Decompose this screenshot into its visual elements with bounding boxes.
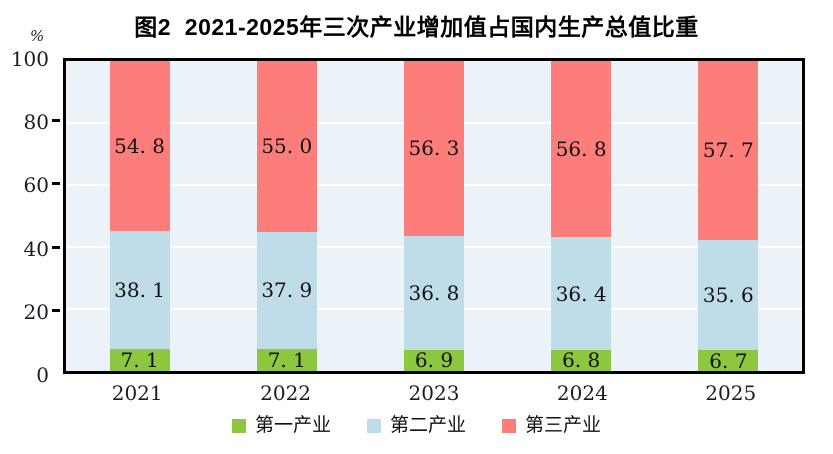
legend: 第一产业 第二产业 第三产业 bbox=[0, 416, 833, 435]
legend-swatch-icon bbox=[231, 418, 246, 433]
y-tick-label-80: 80 bbox=[23, 110, 49, 135]
bar-2021: 54. 8 38. 1 7. 1 bbox=[109, 61, 170, 372]
bar-segment-2022-第一产业: 7. 1 bbox=[256, 348, 317, 372]
legend-label: 第二产业 bbox=[389, 414, 466, 436]
bar-segment-2024-第一产业: 6. 8 bbox=[551, 348, 612, 373]
y-axis-unit-label: % bbox=[30, 27, 45, 45]
segment-value-label: 57. 7 bbox=[702, 138, 754, 163]
bar-segment-2024-第二产业: 36. 4 bbox=[551, 237, 612, 350]
x-tick-label-2025: 2025 bbox=[705, 381, 757, 405]
segment-value-label: 38. 1 bbox=[114, 277, 166, 302]
bar-2025: 57. 7 35. 6 6. 7 bbox=[698, 61, 759, 373]
plot-area: 54. 8 38. 1 7. 1 55. 0 37. 9 7. 1 56. 3 36. 8 6.… bbox=[63, 58, 805, 374]
y-axis: 0 20 40 60 80 100 bbox=[0, 49, 63, 385]
segment-value-label: 36. 8 bbox=[408, 280, 460, 305]
segment-value-label: 56. 3 bbox=[408, 136, 460, 161]
y-tick-mark-60 bbox=[52, 182, 60, 186]
bar-segment-2023-第二产业: 36. 8 bbox=[403, 235, 464, 350]
segment-value-label: 56. 8 bbox=[555, 137, 607, 162]
bar-segment-2025-第三产业: 57. 7 bbox=[698, 61, 759, 240]
y-tick-label-100: 100 bbox=[10, 47, 49, 71]
segment-value-label: 6. 7 bbox=[709, 348, 748, 373]
legend-item-第二产业: 第二产业 bbox=[366, 414, 466, 436]
bar-segment-2024-第三产业: 56. 8 bbox=[551, 61, 612, 238]
chart-title: 图2 2021-2025年三次产业增加值占国内生产总值比重 bbox=[134, 14, 699, 40]
segment-value-label: 6. 8 bbox=[562, 348, 601, 373]
bar-segment-2021-第一产业: 7. 1 bbox=[109, 348, 170, 372]
bar-segment-2021-第三产业: 54. 8 bbox=[109, 61, 170, 231]
legend-swatch-icon bbox=[502, 418, 516, 433]
bar-segment-2023-第三产业: 56. 3 bbox=[403, 61, 464, 236]
x-tick-label-2022: 2022 bbox=[260, 381, 312, 405]
segment-value-label: 55. 0 bbox=[261, 134, 313, 159]
y-tick-mark-20 bbox=[52, 308, 60, 312]
legend-swatch-icon bbox=[366, 418, 381, 433]
x-axis: 2021 2022 2023 2024 2025 bbox=[63, 381, 805, 409]
bar-segment-2025-第二产业: 35. 6 bbox=[698, 239, 759, 351]
bar-segment-2021-第二产业: 38. 1 bbox=[109, 230, 170, 349]
segment-value-label: 6. 9 bbox=[414, 348, 454, 373]
legend-label: 第一产业 bbox=[254, 414, 331, 436]
bar-segment-2022-第三产业: 55. 0 bbox=[256, 61, 317, 232]
bar-segment-2022-第二产业: 37. 9 bbox=[256, 231, 317, 349]
bar-2024: 56. 8 36. 4 6. 8 bbox=[551, 61, 612, 373]
segment-value-label: 35. 6 bbox=[702, 283, 754, 308]
bar-2022: 55. 0 37. 9 7. 1 bbox=[256, 61, 317, 372]
bar-segment-2025-第一产业: 6. 7 bbox=[698, 348, 759, 373]
y-tick-mark-40 bbox=[52, 245, 60, 249]
segment-value-label: 36. 4 bbox=[555, 281, 607, 306]
legend-item-第一产业: 第一产业 bbox=[231, 414, 331, 436]
bars-container: 54. 8 38. 1 7. 1 55. 0 37. 9 7. 1 56. 3 36. 8 6.… bbox=[66, 61, 802, 371]
segment-value-label: 54. 8 bbox=[114, 133, 166, 158]
segment-value-label: 37. 9 bbox=[261, 278, 313, 303]
bar-2023: 56. 3 36. 8 6. 9 bbox=[403, 61, 464, 373]
x-tick-label-2021: 2021 bbox=[111, 381, 163, 405]
segment-value-label: 7. 1 bbox=[120, 348, 159, 372]
y-tick-label-40: 40 bbox=[23, 236, 49, 261]
x-tick-label-2024: 2024 bbox=[556, 381, 608, 405]
y-tick-mark-80 bbox=[52, 119, 60, 123]
legend-item-第三产业: 第三产业 bbox=[502, 416, 601, 435]
legend-label: 第三产业 bbox=[525, 414, 602, 436]
bar-segment-2023-第一产业: 6. 9 bbox=[403, 348, 464, 373]
segment-value-label: 7. 1 bbox=[267, 348, 306, 372]
y-tick-label-0: 0 bbox=[36, 363, 49, 387]
x-tick-label-2023: 2023 bbox=[408, 381, 460, 405]
y-tick-label-20: 20 bbox=[23, 299, 49, 324]
y-tick-label-60: 60 bbox=[23, 173, 49, 198]
